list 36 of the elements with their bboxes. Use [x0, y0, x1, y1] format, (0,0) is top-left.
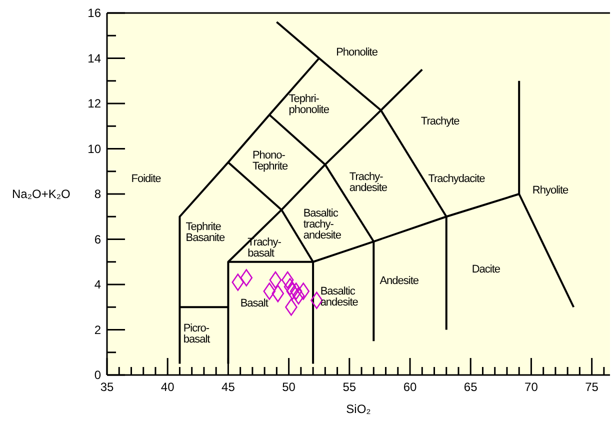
annotation: Rhyolite [532, 184, 569, 196]
annotation: Trachy- basalt [248, 236, 282, 260]
annotation: Trachy- andesite [349, 171, 388, 194]
x-tick-label: 40 [160, 380, 175, 394]
annotation: Basaltic trachy- andesite [303, 207, 342, 242]
annotation: Phono- Tephrite [252, 150, 288, 173]
y-axis-title: Na₂O+K₂O [12, 187, 70, 201]
x-tick-label: 75 [585, 380, 599, 394]
y-tick-label: 4 [94, 278, 102, 292]
y-tick-label: 2 [94, 322, 102, 337]
x-axis-title: SiO₂ [346, 402, 372, 416]
annotation: Trachydacite [428, 173, 486, 186]
y-tick-label: 14 [88, 51, 102, 66]
annotation: Picro- basalt [183, 322, 210, 346]
annotation: Tephrite Basanite [186, 220, 225, 244]
x-tick-label: 65 [464, 380, 478, 394]
annotation: Basaltic andesite [320, 285, 358, 308]
y-tick-label: 8 [94, 187, 102, 201]
y-tick-label: 6 [94, 232, 102, 246]
y-tick-label: 12 [88, 96, 102, 110]
annotation: Phonolite [336, 46, 378, 58]
annotation: Andesite [380, 274, 419, 287]
annotation: Trachyte [420, 115, 460, 128]
annotation: Foidite [131, 173, 162, 186]
annotation: Dacite [472, 264, 500, 276]
x-tick-label: 50 [282, 380, 296, 394]
y-tick-label: 0 [94, 368, 102, 382]
annotation: Tephri- phonolite [288, 93, 330, 116]
x-tick-label: 55 [342, 380, 356, 394]
x-tick-label: 45 [222, 380, 236, 394]
x-tick-label: 60 [403, 380, 418, 394]
annotation: Basalt [240, 298, 268, 310]
x-tick-label: 35 [100, 380, 114, 394]
y-tick-label: 10 [88, 142, 102, 156]
x-tick-label: 70 [524, 380, 538, 394]
y-tick-label: 16 [88, 6, 102, 20]
